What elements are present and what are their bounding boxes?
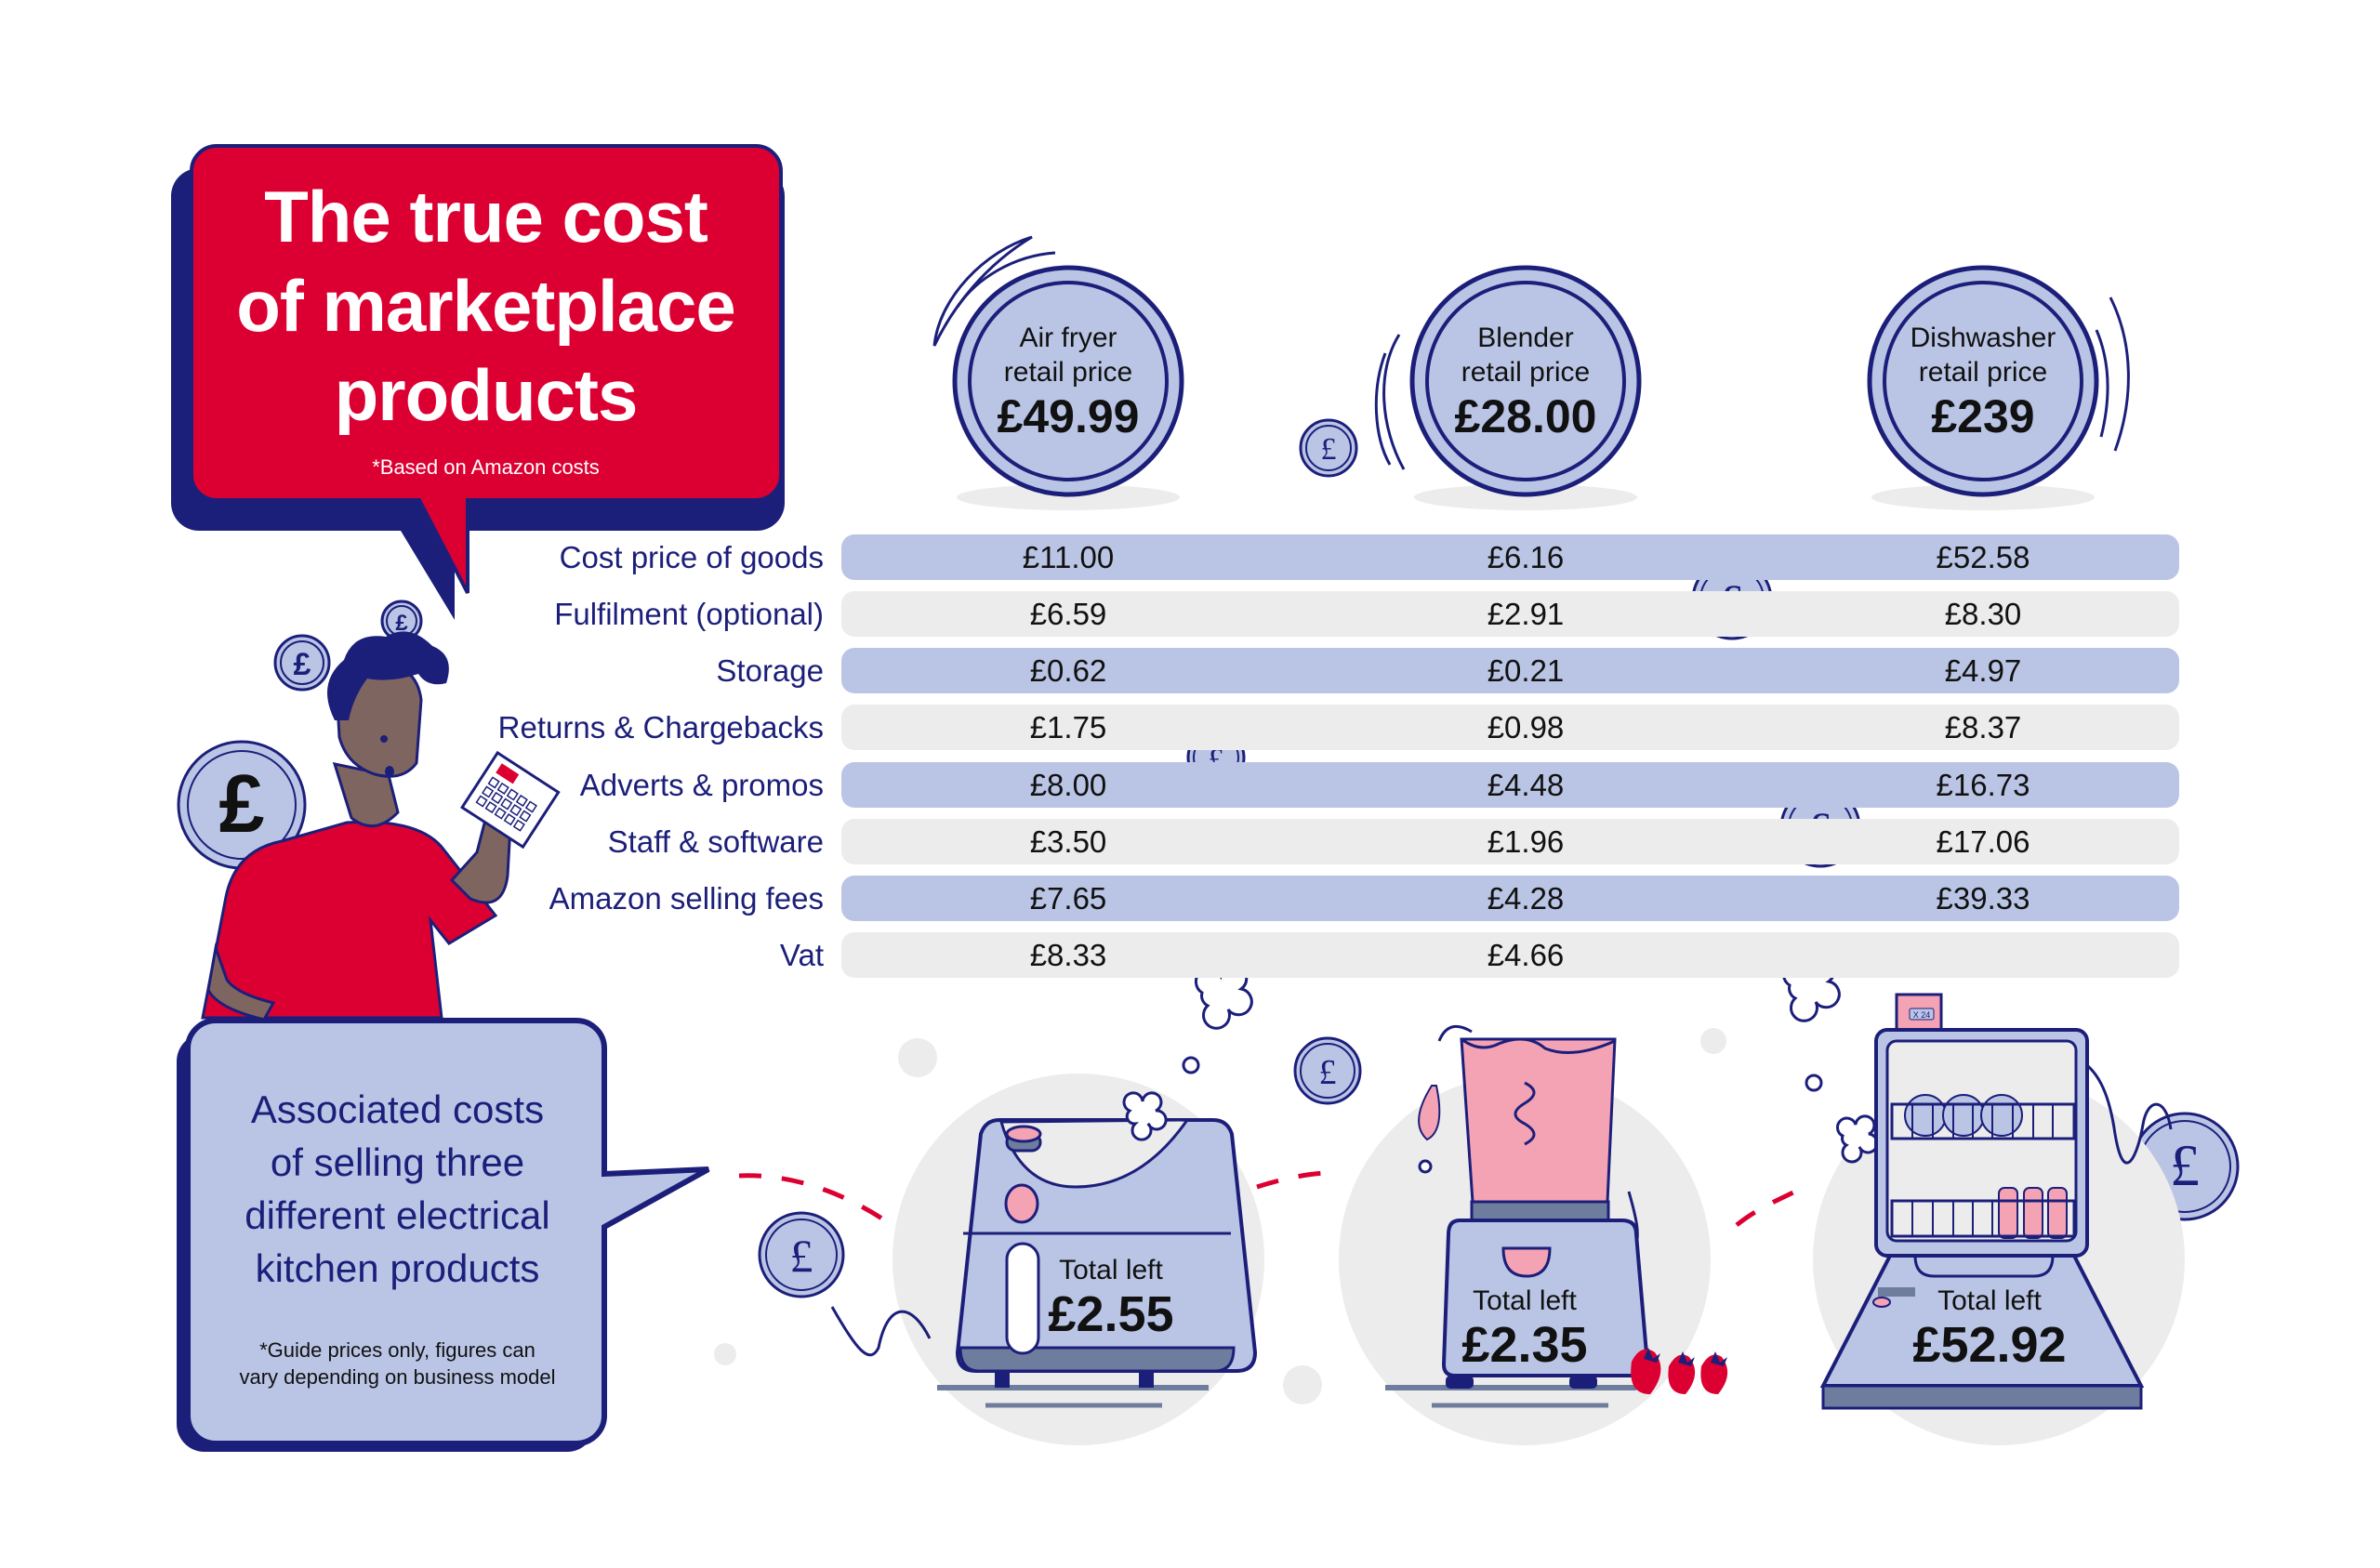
product-name-line-2: retail price (1918, 357, 2048, 388)
svg-text:£: £ (2170, 1132, 2200, 1198)
cell-dishwasher: £39.33 (1936, 881, 2030, 916)
price-circle-shapes (932, 235, 2130, 510)
dashed-connectors (738, 1170, 1801, 1230)
product-name-line-1: Dishwasher (1910, 323, 2056, 353)
cell-dishwasher: £8.37 (1944, 710, 2022, 744)
total-left-blender: Total left £2.35 (1450, 1285, 1599, 1373)
cell-dishwasher (1881, 932, 2085, 978)
total-left-value: £2.35 (1461, 1317, 1588, 1373)
product-name-line-2: retail price (1003, 357, 1133, 388)
title-bubble-shape (171, 144, 785, 620)
cell-blender: £2.91 (1487, 597, 1565, 631)
product-name-line-1: Air fryer (1019, 323, 1117, 353)
row-label: Returns & Chargebacks (497, 710, 824, 744)
cell-air-fryer: £1.75 (1029, 710, 1107, 744)
table-row-stripe (841, 705, 2179, 750)
cell-air-fryer: £8.33 (1029, 938, 1107, 972)
subtitle-bubble-shape (177, 1018, 710, 1452)
cell-blender: £4.66 (1487, 938, 1565, 972)
table-row-stripe (841, 534, 2179, 580)
title-line-3: products (334, 354, 639, 436)
product-name-line-1: Blender (1477, 323, 1574, 353)
cell-blender: £4.28 (1487, 881, 1565, 916)
product-name-line-2: retail price (1461, 357, 1591, 388)
title-line-2: of marketplace (236, 265, 736, 347)
cell-blender: £6.16 (1487, 540, 1565, 574)
title-footnote: *Based on Amazon costs (372, 455, 600, 479)
total-left-label: Total left (1059, 1255, 1163, 1285)
price-circle-air-fryer: Air fryer retail price £49.99 (966, 321, 1170, 443)
detergent-box-label: X 24 (1913, 1010, 1931, 1020)
table-row-stripe (841, 648, 2179, 693)
retail-price: £239 (1931, 390, 2035, 442)
svg-text:£: £ (294, 647, 311, 682)
subtitle-footnote: *Guide prices only, figures can vary dep… (191, 1337, 604, 1390)
table-row-stripe (841, 819, 2179, 864)
cell-dishwasher: £16.73 (1936, 768, 2030, 802)
row-label: Adverts & promos (579, 768, 824, 802)
cell-dishwasher: £4.97 (1944, 653, 2022, 688)
row-label: Vat (779, 938, 824, 972)
subtitle-line-2: of selling three (270, 1140, 525, 1184)
cell-air-fryer: £3.50 (1029, 824, 1107, 859)
small-outlines (1182, 1056, 1823, 1174)
table-row-stripe (841, 932, 2179, 978)
cell-air-fryer: £8.00 (1029, 768, 1107, 802)
title-line-1: The true cost (264, 176, 708, 257)
blender-illustration (1385, 1024, 1728, 1408)
cell-air-fryer: £0.62 (1029, 653, 1107, 688)
total-left-value: £2.55 (1048, 1286, 1174, 1342)
retail-price: £28.00 (1454, 390, 1597, 442)
cell-blender: £1.96 (1487, 824, 1565, 859)
subtitle-text: Associated costs of selling three differ… (191, 1083, 604, 1295)
table-row-stripe (841, 591, 2179, 637)
cell-blender: £0.98 (1487, 710, 1565, 744)
cell-air-fryer: £7.65 (1029, 881, 1107, 916)
svg-text:£: £ (395, 611, 408, 636)
price-circle-blender: Blender retail price £28.00 (1423, 321, 1628, 443)
table-row-stripe (841, 876, 2179, 921)
total-left-value: £52.92 (1912, 1317, 2067, 1373)
svg-text:£: £ (1319, 1053, 1337, 1092)
air-fryer-illustration (937, 1091, 1258, 1408)
cell-dishwasher: £17.06 (1936, 824, 2030, 859)
subtitle-line-4: kitchen products (255, 1246, 540, 1290)
row-label: Amazon selling fees (549, 881, 824, 916)
person-illustration (201, 631, 561, 1021)
subtitle-line-3: different electrical (245, 1193, 550, 1237)
total-left-label: Total left (1473, 1285, 1577, 1316)
row-label: Staff & software (607, 824, 824, 859)
page-title: The true cost of marketplace products (200, 172, 772, 440)
dishwasher-illustration: X 24 (1819, 993, 2145, 1410)
cell-air-fryer: £6.59 (1029, 597, 1107, 631)
subtitle-footnote-line-2: vary depending on business model (239, 1365, 556, 1389)
strawberry-icons (1631, 1348, 1728, 1394)
cell-blender: £4.48 (1487, 768, 1565, 802)
row-label: Cost price of goods (559, 540, 824, 574)
total-left-label: Total left (1937, 1285, 2042, 1316)
cell-blender: £0.21 (1487, 653, 1565, 688)
cell-air-fryer: £11.00 (1022, 540, 1115, 574)
subtitle-line-1: Associated costs (250, 1087, 545, 1131)
total-left-air-fryer: Total left £2.55 (1037, 1255, 1185, 1342)
retail-price: £49.99 (997, 390, 1140, 442)
cell-dishwasher: £52.58 (1936, 540, 2030, 574)
price-circle-dishwasher: Dishwasher retail price £239 (1881, 321, 2085, 443)
cell-dishwasher: £8.30 (1944, 597, 2022, 631)
svg-text:£: £ (790, 1230, 813, 1282)
svg-text:£: £ (219, 758, 265, 850)
row-label: Storage (716, 653, 824, 688)
row-label: Fulfilment (optional) (554, 597, 824, 631)
total-left-dishwasher: Total left £52.92 (1906, 1285, 2073, 1373)
svg-text:£: £ (1321, 432, 1337, 467)
subtitle-footnote-line-1: *Guide prices only, figures can (259, 1338, 536, 1362)
table-row-stripe (841, 762, 2179, 808)
